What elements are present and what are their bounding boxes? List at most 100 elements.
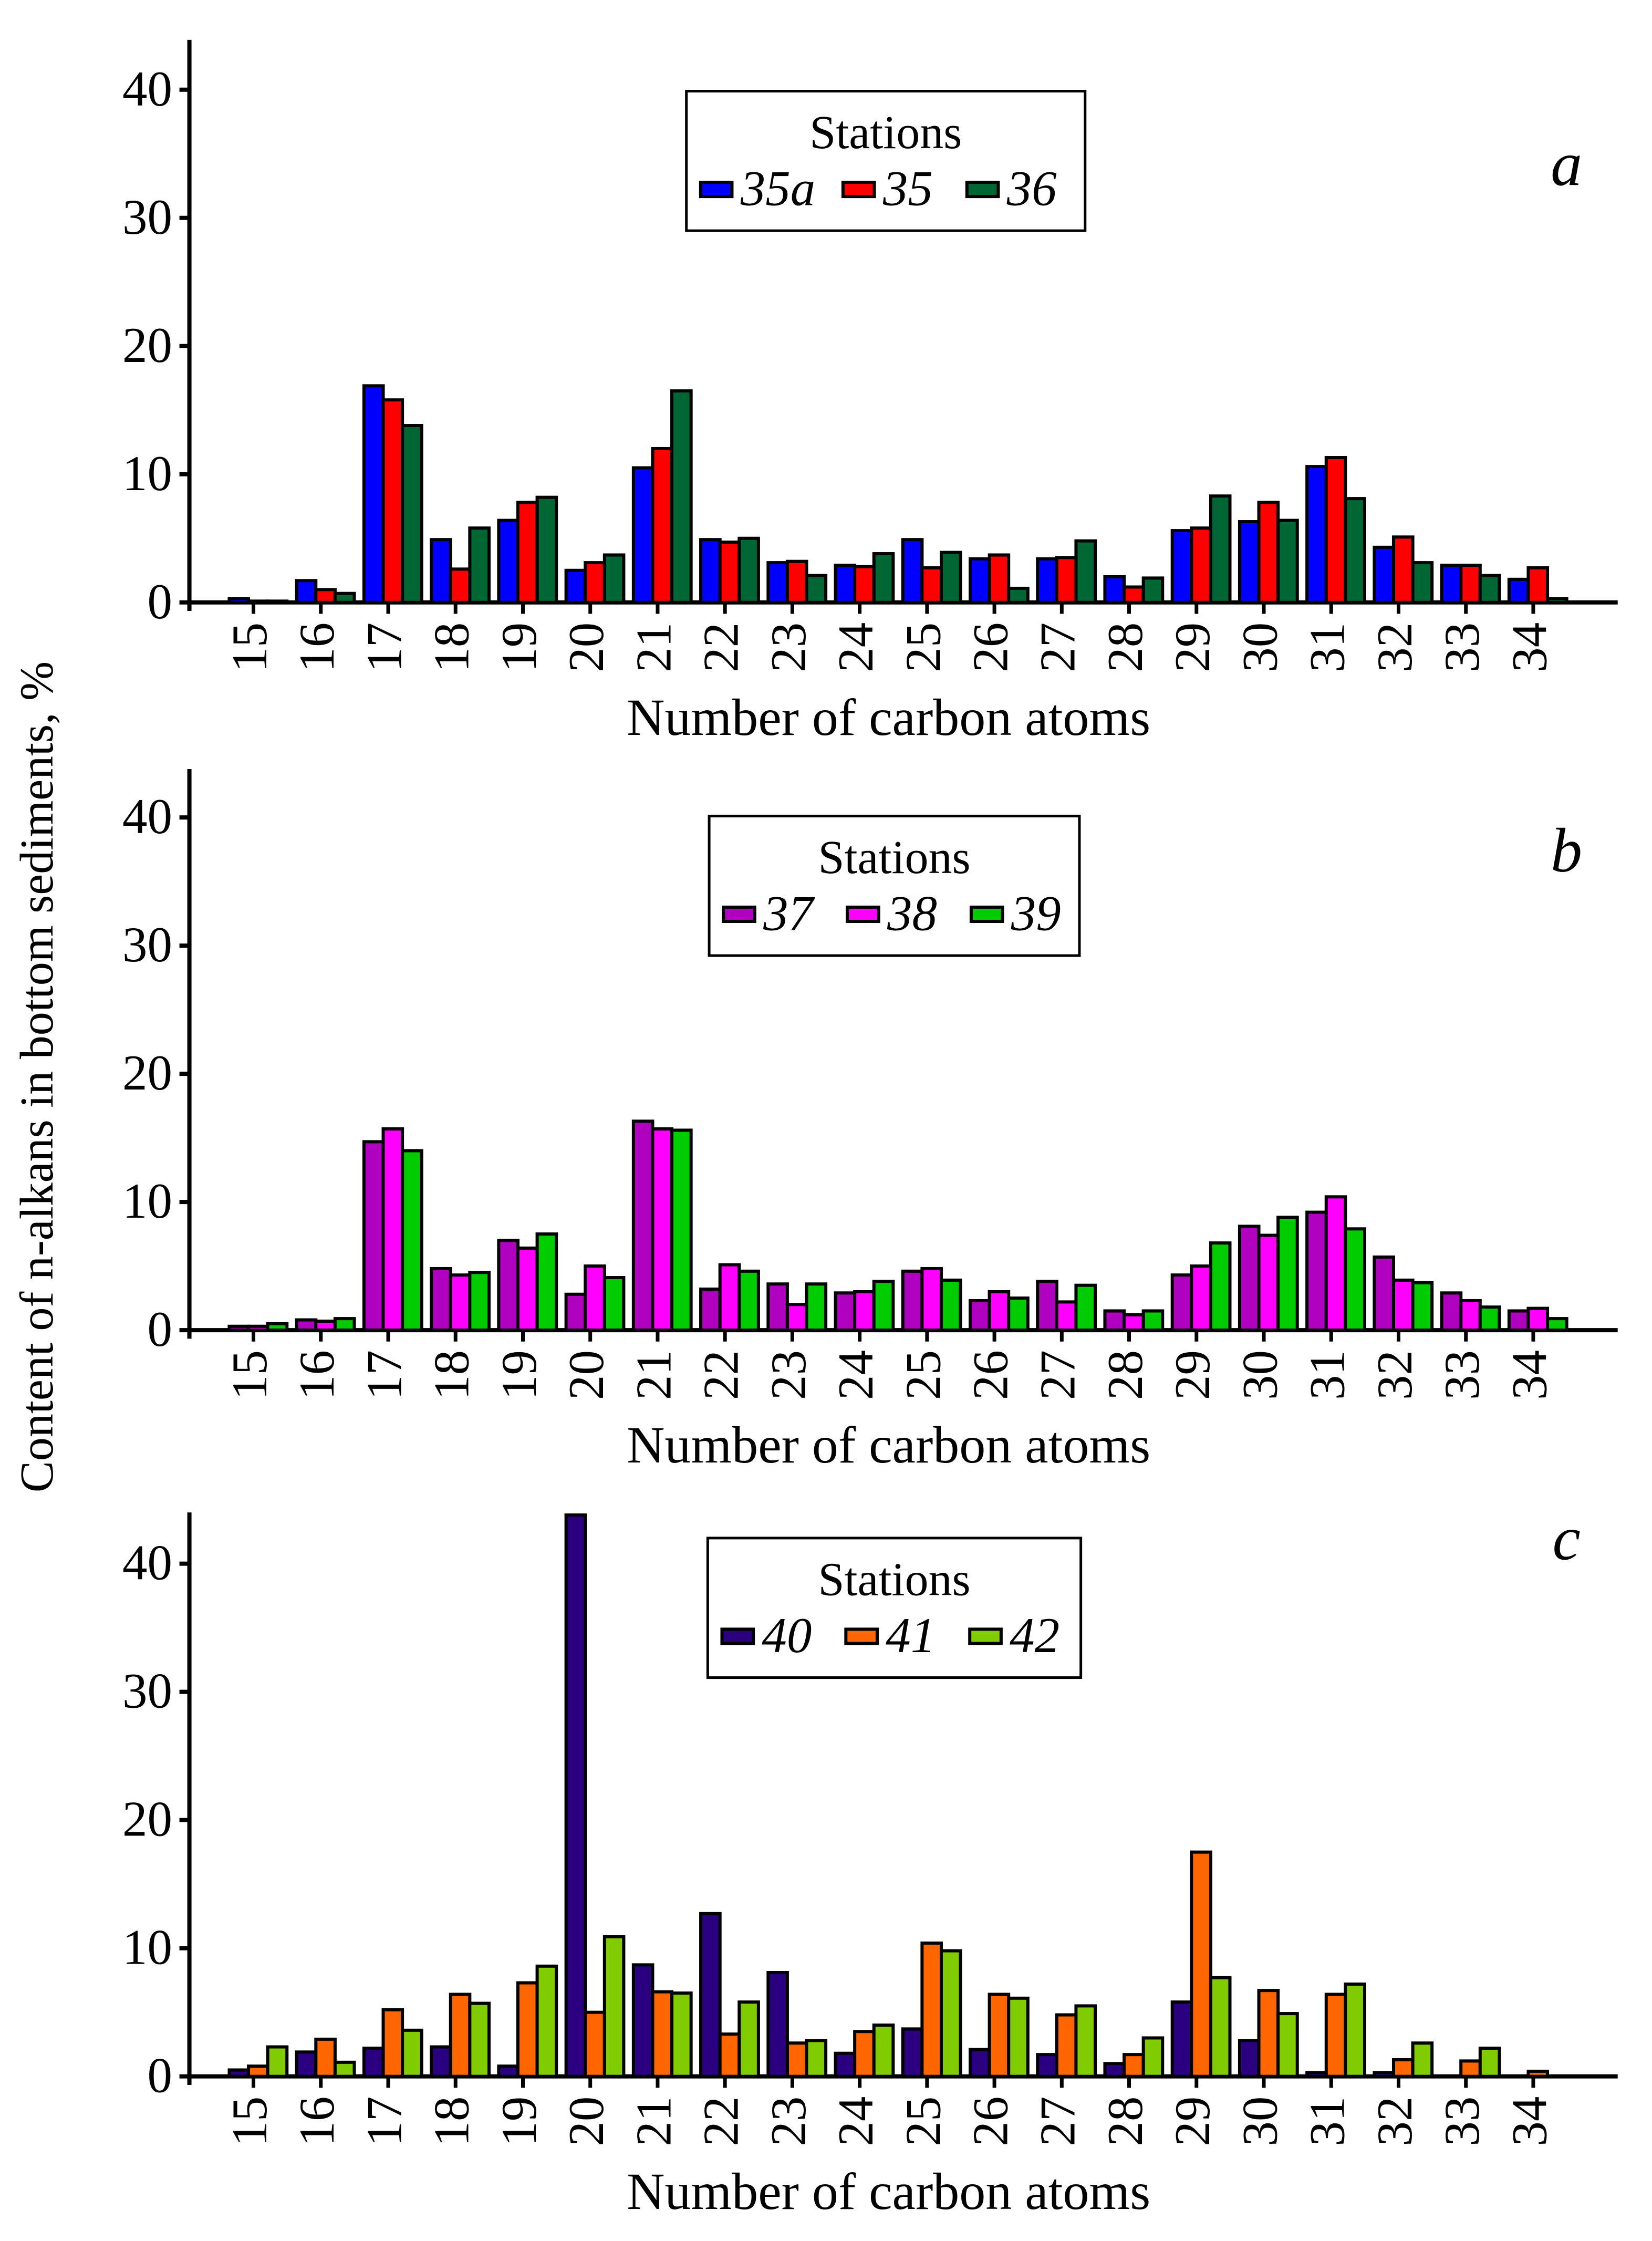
x-tick-label: 29 xyxy=(1165,622,1220,672)
bar-37-32 xyxy=(1373,1255,1395,1332)
bar-35a-33 xyxy=(1440,563,1463,604)
bar-40-26 xyxy=(969,2048,991,2078)
bar-38-29 xyxy=(1190,1264,1212,1332)
x-tick-label: 32 xyxy=(1367,622,1422,672)
bar-35-30 xyxy=(1257,501,1280,604)
bar-35-16 xyxy=(314,588,337,604)
bar-35a-27 xyxy=(1036,557,1058,604)
legend-box xyxy=(706,1537,1083,1679)
x-tick-label: 18 xyxy=(424,622,480,672)
x-tick-label: 19 xyxy=(491,1350,547,1400)
legend-label-41: 41 xyxy=(886,1607,936,1663)
bar-37-21 xyxy=(631,1119,654,1332)
x-tick-label: 24 xyxy=(828,1350,884,1400)
bar-35a-22 xyxy=(699,538,722,604)
legend-title: Stations xyxy=(809,107,962,159)
x-tick-label: 15 xyxy=(222,2097,277,2146)
bar-37-34 xyxy=(1507,1309,1530,1332)
bar-41-17 xyxy=(381,2008,404,2078)
bar-41-18 xyxy=(449,1993,472,2078)
x-tick-label: 21 xyxy=(626,1350,681,1400)
x-tick-label: 30 xyxy=(1232,622,1287,672)
y-tick-label: 0 xyxy=(148,574,173,629)
bar-41-21 xyxy=(651,1990,674,2078)
legend-label-42: 42 xyxy=(1010,1607,1059,1663)
bar-42-29 xyxy=(1209,1976,1232,2078)
bar-37-15 xyxy=(227,1324,251,1332)
x-axis-label: Number of carbon atoms xyxy=(627,1416,1150,1474)
bar-38-32 xyxy=(1391,1278,1415,1332)
bar-42-32 xyxy=(1411,2041,1434,2078)
bar-36-32 xyxy=(1411,561,1434,604)
bar-36-23 xyxy=(805,574,828,604)
bar-42-26 xyxy=(1007,1996,1030,2078)
legend-title: Stations xyxy=(818,1553,970,1605)
bar-42-23 xyxy=(805,2039,828,2078)
bar-35a-26 xyxy=(969,557,991,604)
legend-swatch-40 xyxy=(720,1627,755,1645)
bar-38-21 xyxy=(651,1127,674,1332)
x-tick-label: 28 xyxy=(1097,2097,1153,2146)
bar-37-19 xyxy=(497,1239,520,1332)
bar-41-22 xyxy=(718,2032,741,2078)
bar-36-33 xyxy=(1478,574,1501,604)
bar-35-32 xyxy=(1391,535,1415,604)
y-axis-label: Content of n-alkans in bottom sediments,… xyxy=(11,661,63,1492)
bar-40-25 xyxy=(901,2027,924,2078)
bar-41-27 xyxy=(1055,2013,1078,2078)
y-tick-label: 10 xyxy=(122,1173,172,1229)
legend-label-40: 40 xyxy=(762,1607,812,1663)
bar-35-28 xyxy=(1123,585,1145,604)
bar-36-21 xyxy=(670,389,693,604)
bar-38-23 xyxy=(785,1303,808,1332)
y-tick-label: 30 xyxy=(122,917,172,972)
bar-41-25 xyxy=(920,1941,943,2078)
bar-35-22 xyxy=(718,541,741,604)
y-tick-label: 40 xyxy=(122,61,172,117)
bar-37-29 xyxy=(1170,1273,1193,1332)
bar-38-30 xyxy=(1257,1233,1280,1332)
bar-38-34 xyxy=(1526,1306,1550,1332)
x-axis-label: Number of carbon atoms xyxy=(627,2162,1150,2221)
x-tick-label: 26 xyxy=(962,1350,1018,1400)
bar-42-27 xyxy=(1074,2004,1097,2078)
bar-41-24 xyxy=(853,2030,876,2078)
bar-38-28 xyxy=(1123,1313,1145,1332)
bar-38-33 xyxy=(1459,1299,1482,1332)
x-tick-label: 17 xyxy=(356,622,412,672)
bar-35-17 xyxy=(381,398,404,604)
bar-38-15 xyxy=(247,1324,269,1332)
x-axis-label: Number of carbon atoms xyxy=(627,688,1150,746)
x-tick-label: 23 xyxy=(761,622,816,672)
y-tick-label: 10 xyxy=(122,445,172,501)
bar-42-22 xyxy=(737,2000,760,2078)
bar-35-21 xyxy=(651,447,674,604)
y-tick-label: 20 xyxy=(122,1791,172,1847)
bar-38-16 xyxy=(314,1319,337,1332)
x-tick-label: 34 xyxy=(1501,622,1557,672)
bar-35-24 xyxy=(853,565,876,604)
bar-40-17 xyxy=(362,2046,385,2078)
bar-39-29 xyxy=(1209,1241,1232,1332)
bar-35a-31 xyxy=(1305,465,1328,604)
y-tick-label: 10 xyxy=(122,1920,172,1975)
bar-35-15 xyxy=(247,599,269,604)
legend-box xyxy=(708,814,1081,957)
x-tick-label: 34 xyxy=(1501,2097,1557,2146)
x-tick-label: 22 xyxy=(693,622,749,672)
x-tick-label: 20 xyxy=(558,2097,614,2146)
bar-40-24 xyxy=(834,2051,857,2078)
x-tick-label: 33 xyxy=(1434,1350,1490,1400)
bar-36-19 xyxy=(535,495,558,604)
bar-36-25 xyxy=(939,551,962,604)
bar-41-26 xyxy=(988,1993,1011,2078)
bar-40-22 xyxy=(699,1912,722,2078)
bar-35a-24 xyxy=(834,563,857,604)
legend-title: Stations xyxy=(818,832,970,884)
bar-42-19 xyxy=(535,1964,558,2078)
bar-41-32 xyxy=(1391,2058,1415,2078)
bar-35a-30 xyxy=(1238,520,1261,604)
bar-35a-29 xyxy=(1170,529,1193,604)
